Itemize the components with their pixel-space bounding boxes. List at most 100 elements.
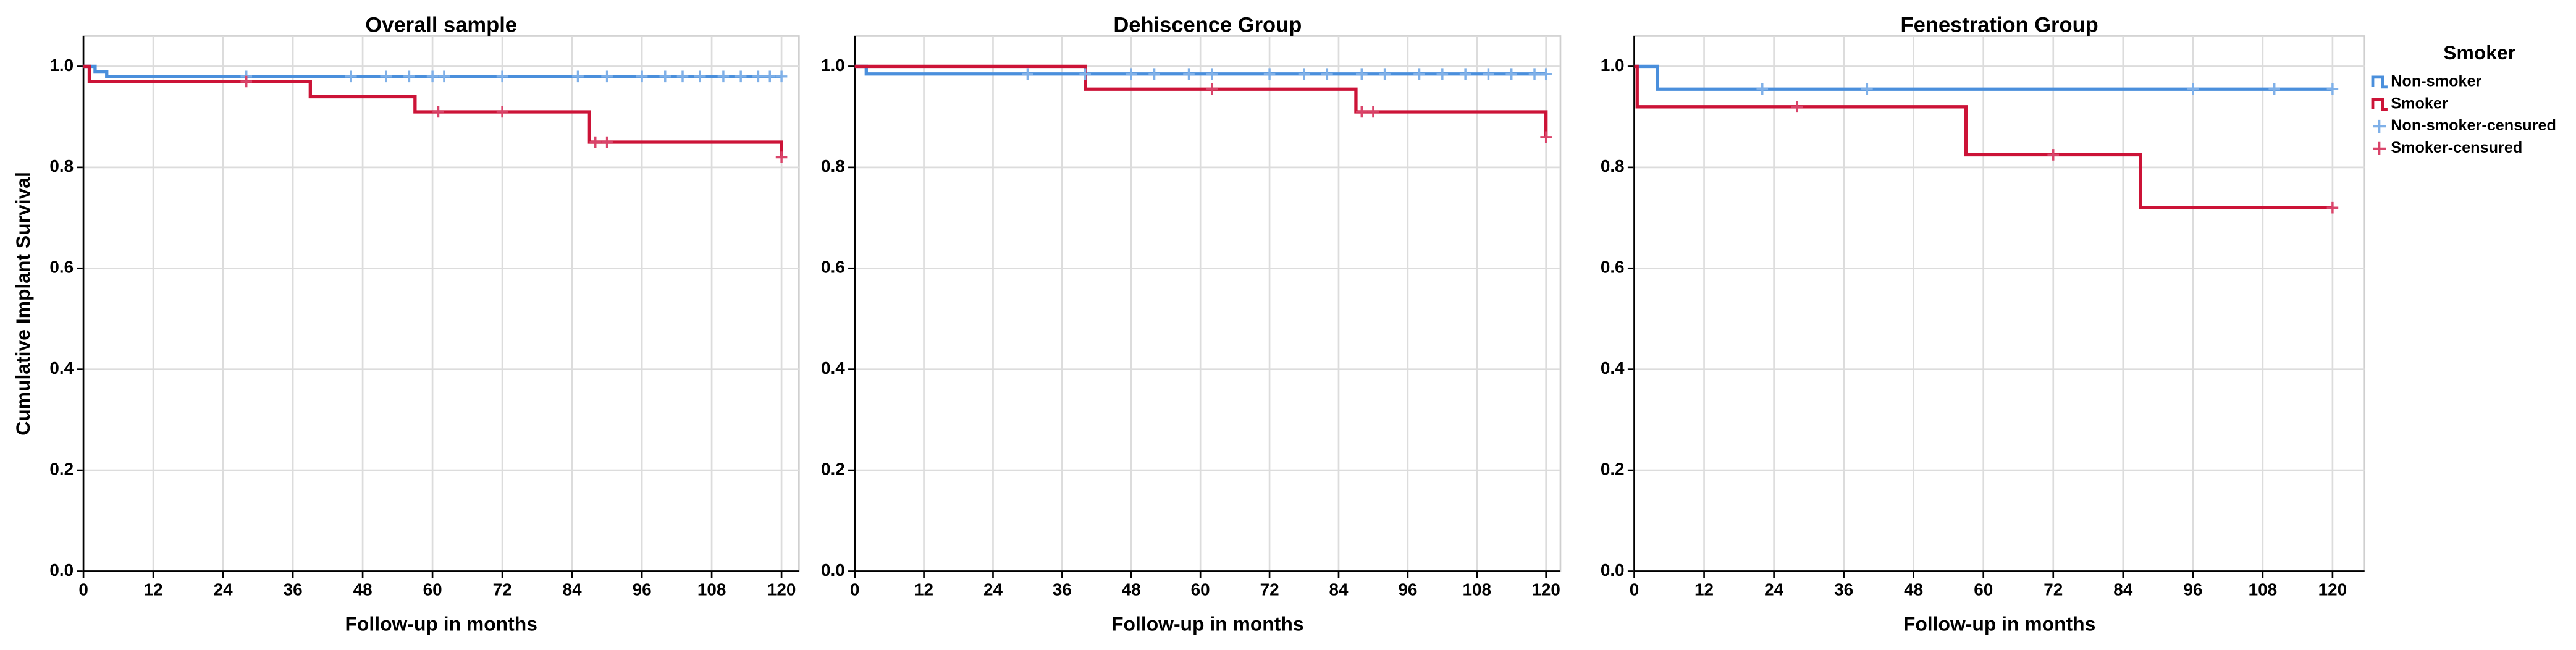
censor-mark: [1355, 106, 1368, 118]
censor-mark: [380, 70, 392, 83]
x-tick-label: 24: [1764, 580, 1784, 599]
censor-mark: [1079, 68, 1091, 80]
x-tick-label: 96: [2183, 580, 2202, 599]
censor-mark: [734, 70, 747, 83]
censor-mark: [1413, 68, 1425, 80]
x-axis-label: Follow-up in months: [1111, 613, 1303, 635]
x-tick-label: 12: [914, 580, 933, 599]
censor-mark: [572, 70, 584, 83]
censor-mark: [2187, 83, 2199, 95]
censor-mark: [240, 75, 253, 88]
legend-swatch: [2371, 98, 2388, 111]
x-tick-label: 60: [1191, 580, 1210, 599]
x-tick-label: 0: [850, 580, 860, 599]
censor-mark: [676, 70, 689, 83]
censor-mark: [1505, 68, 1518, 80]
survival-line: [854, 64, 1548, 137]
censor-mark: [1528, 68, 1541, 80]
x-tick-label: 84: [1329, 580, 1349, 599]
x-tick-label: 36: [1834, 580, 1853, 599]
x-tick-label: 12: [1694, 580, 1714, 599]
censor-mark: [1861, 83, 1873, 95]
legend-label: Smoker: [2391, 95, 2448, 112]
censor-mark: [345, 70, 357, 83]
censor-mark: [764, 70, 776, 83]
x-tick-label: 120: [1531, 580, 1560, 599]
censor-mark: [1540, 68, 1552, 80]
censor-mark: [775, 70, 788, 83]
y-tick-label: 0.4: [821, 358, 845, 378]
y-tick-label: 0.8: [49, 156, 74, 175]
censor-mark: [717, 70, 730, 83]
x-tick-label: 108: [2249, 580, 2278, 599]
x-axis-label: Follow-up in months: [345, 613, 537, 635]
censor-mark: [1183, 68, 1195, 80]
y-tick-label: 1.0: [49, 56, 74, 75]
x-tick-label: 48: [353, 580, 373, 599]
censor-mark: [1540, 131, 1552, 143]
x-tick-label: 120: [767, 580, 796, 599]
censor-mark: [601, 136, 613, 148]
censor-mark: [403, 70, 415, 83]
y-tick-label: 1.0: [821, 56, 845, 75]
chart-title: Overall sample: [365, 14, 517, 37]
x-tick-label: 84: [563, 580, 583, 599]
censor-mark: [1791, 101, 1803, 113]
y-tick-label: 0.6: [49, 258, 74, 277]
x-tick-label: 0: [78, 580, 88, 599]
survival-line: [1634, 64, 2333, 209]
censor-mark: [1125, 68, 1137, 80]
censor-mark: [694, 70, 706, 83]
censor-mark: [1298, 68, 1310, 80]
x-tick-label: 96: [633, 580, 652, 599]
censor-mark: [496, 70, 508, 83]
chart-title: Fenestration Group: [1900, 14, 2098, 37]
y-tick-label: 0.0: [1601, 560, 1625, 580]
x-tick-label: 84: [2113, 580, 2133, 599]
y-tick-label: 0.2: [49, 459, 74, 478]
x-tick-label: 0: [1630, 580, 1639, 599]
y-tick-label: 0.0: [49, 560, 74, 580]
censor-mark: [432, 106, 444, 118]
censor-mark: [438, 70, 450, 83]
censor-mark: [1483, 68, 1494, 80]
y-tick-label: 0.6: [1601, 258, 1625, 277]
legend-swatch: [2371, 75, 2388, 89]
x-tick-label: 48: [1904, 580, 1923, 599]
y-tick-label: 0.8: [821, 156, 845, 175]
y-tick-label: 0.0: [821, 560, 845, 580]
x-tick-label: 36: [284, 580, 303, 599]
x-tick-label: 72: [493, 580, 512, 599]
censor-mark: [1263, 68, 1276, 80]
x-tick-label: 108: [697, 580, 726, 599]
censor-mark: [1367, 106, 1379, 118]
censor-mark: [752, 70, 764, 83]
survival-line: [83, 64, 783, 158]
x-tick-label: 72: [1260, 580, 1279, 599]
y-axis-label: Cumulative Implant Survival: [12, 172, 34, 436]
y-tick-label: 0.4: [49, 358, 74, 378]
legend-swatch: [2372, 119, 2386, 133]
x-tick-label: 120: [2318, 580, 2347, 599]
censor-mark: [1321, 68, 1333, 80]
x-tick-label: 48: [1122, 580, 1141, 599]
censor-mark: [1206, 83, 1218, 95]
censor-mark: [426, 70, 439, 83]
y-tick-label: 0.8: [1601, 156, 1625, 175]
censor-mark: [601, 70, 613, 83]
censor-mark: [1206, 68, 1218, 80]
censor-mark: [589, 136, 602, 148]
censor-mark: [1436, 68, 1449, 80]
x-tick-label: 24: [214, 580, 234, 599]
x-tick-label: 72: [2044, 580, 2063, 599]
censor-mark: [1379, 68, 1391, 80]
censor-mark: [2326, 83, 2339, 95]
censor-mark: [1756, 83, 1769, 95]
x-tick-label: 96: [1398, 580, 1417, 599]
x-tick-label: 12: [144, 580, 163, 599]
x-tick-label: 60: [423, 580, 442, 599]
plot-area: [1633, 35, 2366, 572]
chart-title: Dehiscence Group: [1113, 14, 1302, 37]
censor-mark: [636, 70, 648, 83]
